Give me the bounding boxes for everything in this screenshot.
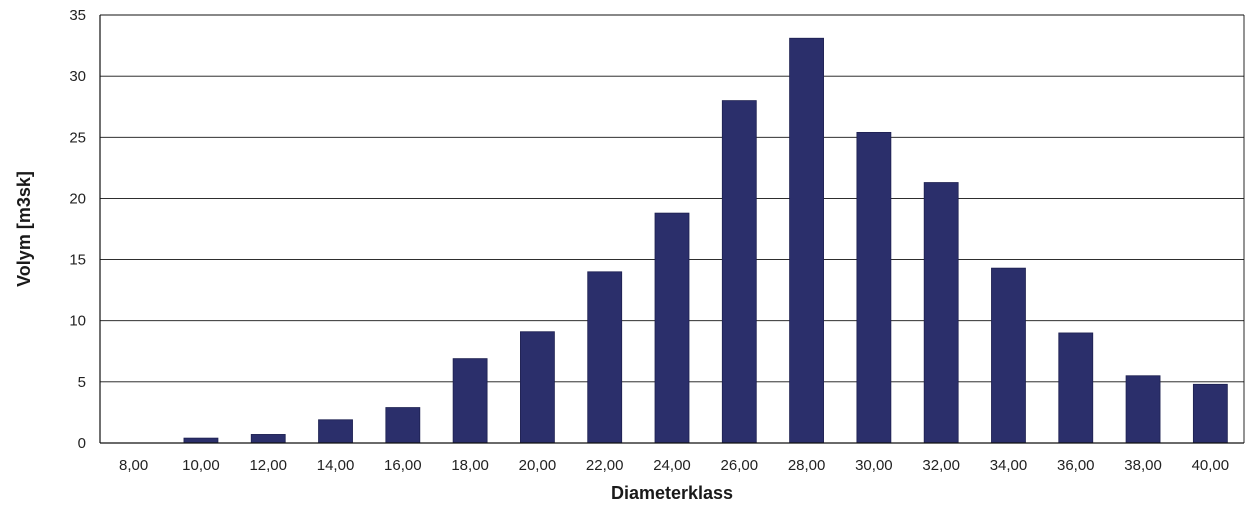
bar [1058, 332, 1094, 444]
x-tick-label: 40,00 [1192, 457, 1230, 474]
x-axis-title: Diameterklass [611, 483, 733, 503]
x-tick-label: 28,00 [788, 457, 826, 474]
x-tick-label: 38,00 [1124, 457, 1162, 474]
x-tick-label: 14,00 [317, 457, 355, 474]
y-tick-label: 10 [69, 313, 86, 330]
x-tick-label: 32,00 [922, 457, 960, 474]
y-tick-label: 0 [78, 435, 86, 452]
bar [250, 434, 286, 444]
y-tick-label: 5 [78, 374, 86, 391]
y-tick-label: 30 [69, 68, 86, 85]
bar [923, 182, 959, 444]
x-tick-label: 24,00 [653, 457, 691, 474]
bar [991, 267, 1026, 444]
bar [183, 437, 219, 444]
bars [183, 37, 1228, 444]
bar [654, 212, 690, 444]
bar [789, 37, 824, 444]
bar [385, 407, 421, 444]
y-tick-label: 15 [69, 252, 86, 269]
bar [721, 100, 757, 444]
x-tick-label: 34,00 [990, 457, 1028, 474]
x-tick-label: 10,00 [182, 457, 220, 474]
x-tick-label: 18,00 [451, 457, 489, 474]
x-tick-label: 8,00 [119, 457, 148, 474]
y-tick-labels: 0 5 10 15 20 25 30 35 [69, 7, 86, 452]
x-tick-label: 30,00 [855, 457, 893, 474]
bar [1192, 383, 1228, 444]
bar [587, 271, 623, 444]
y-tick-label: 35 [69, 7, 86, 24]
x-tick-label: 26,00 [721, 457, 759, 474]
bar [856, 131, 892, 444]
x-tick-label: 12,00 [249, 457, 287, 474]
bar [452, 358, 488, 444]
x-tick-labels: 8,00 10,00 12,00 14,00 16,00 18,00 20,00 22,00 2… [119, 457, 1229, 474]
x-tick-label: 22,00 [586, 457, 624, 474]
y-tick-label: 20 [69, 190, 86, 207]
x-tick-label: 20,00 [519, 457, 557, 474]
x-tick-label: 16,00 [384, 457, 422, 474]
y-axis-title: Volym [m3sk] [14, 171, 34, 287]
bar [1125, 375, 1161, 444]
x-tick-label: 36,00 [1057, 457, 1095, 474]
bar [520, 331, 555, 444]
y-tick-label: 25 [69, 129, 86, 146]
bar [318, 419, 353, 444]
